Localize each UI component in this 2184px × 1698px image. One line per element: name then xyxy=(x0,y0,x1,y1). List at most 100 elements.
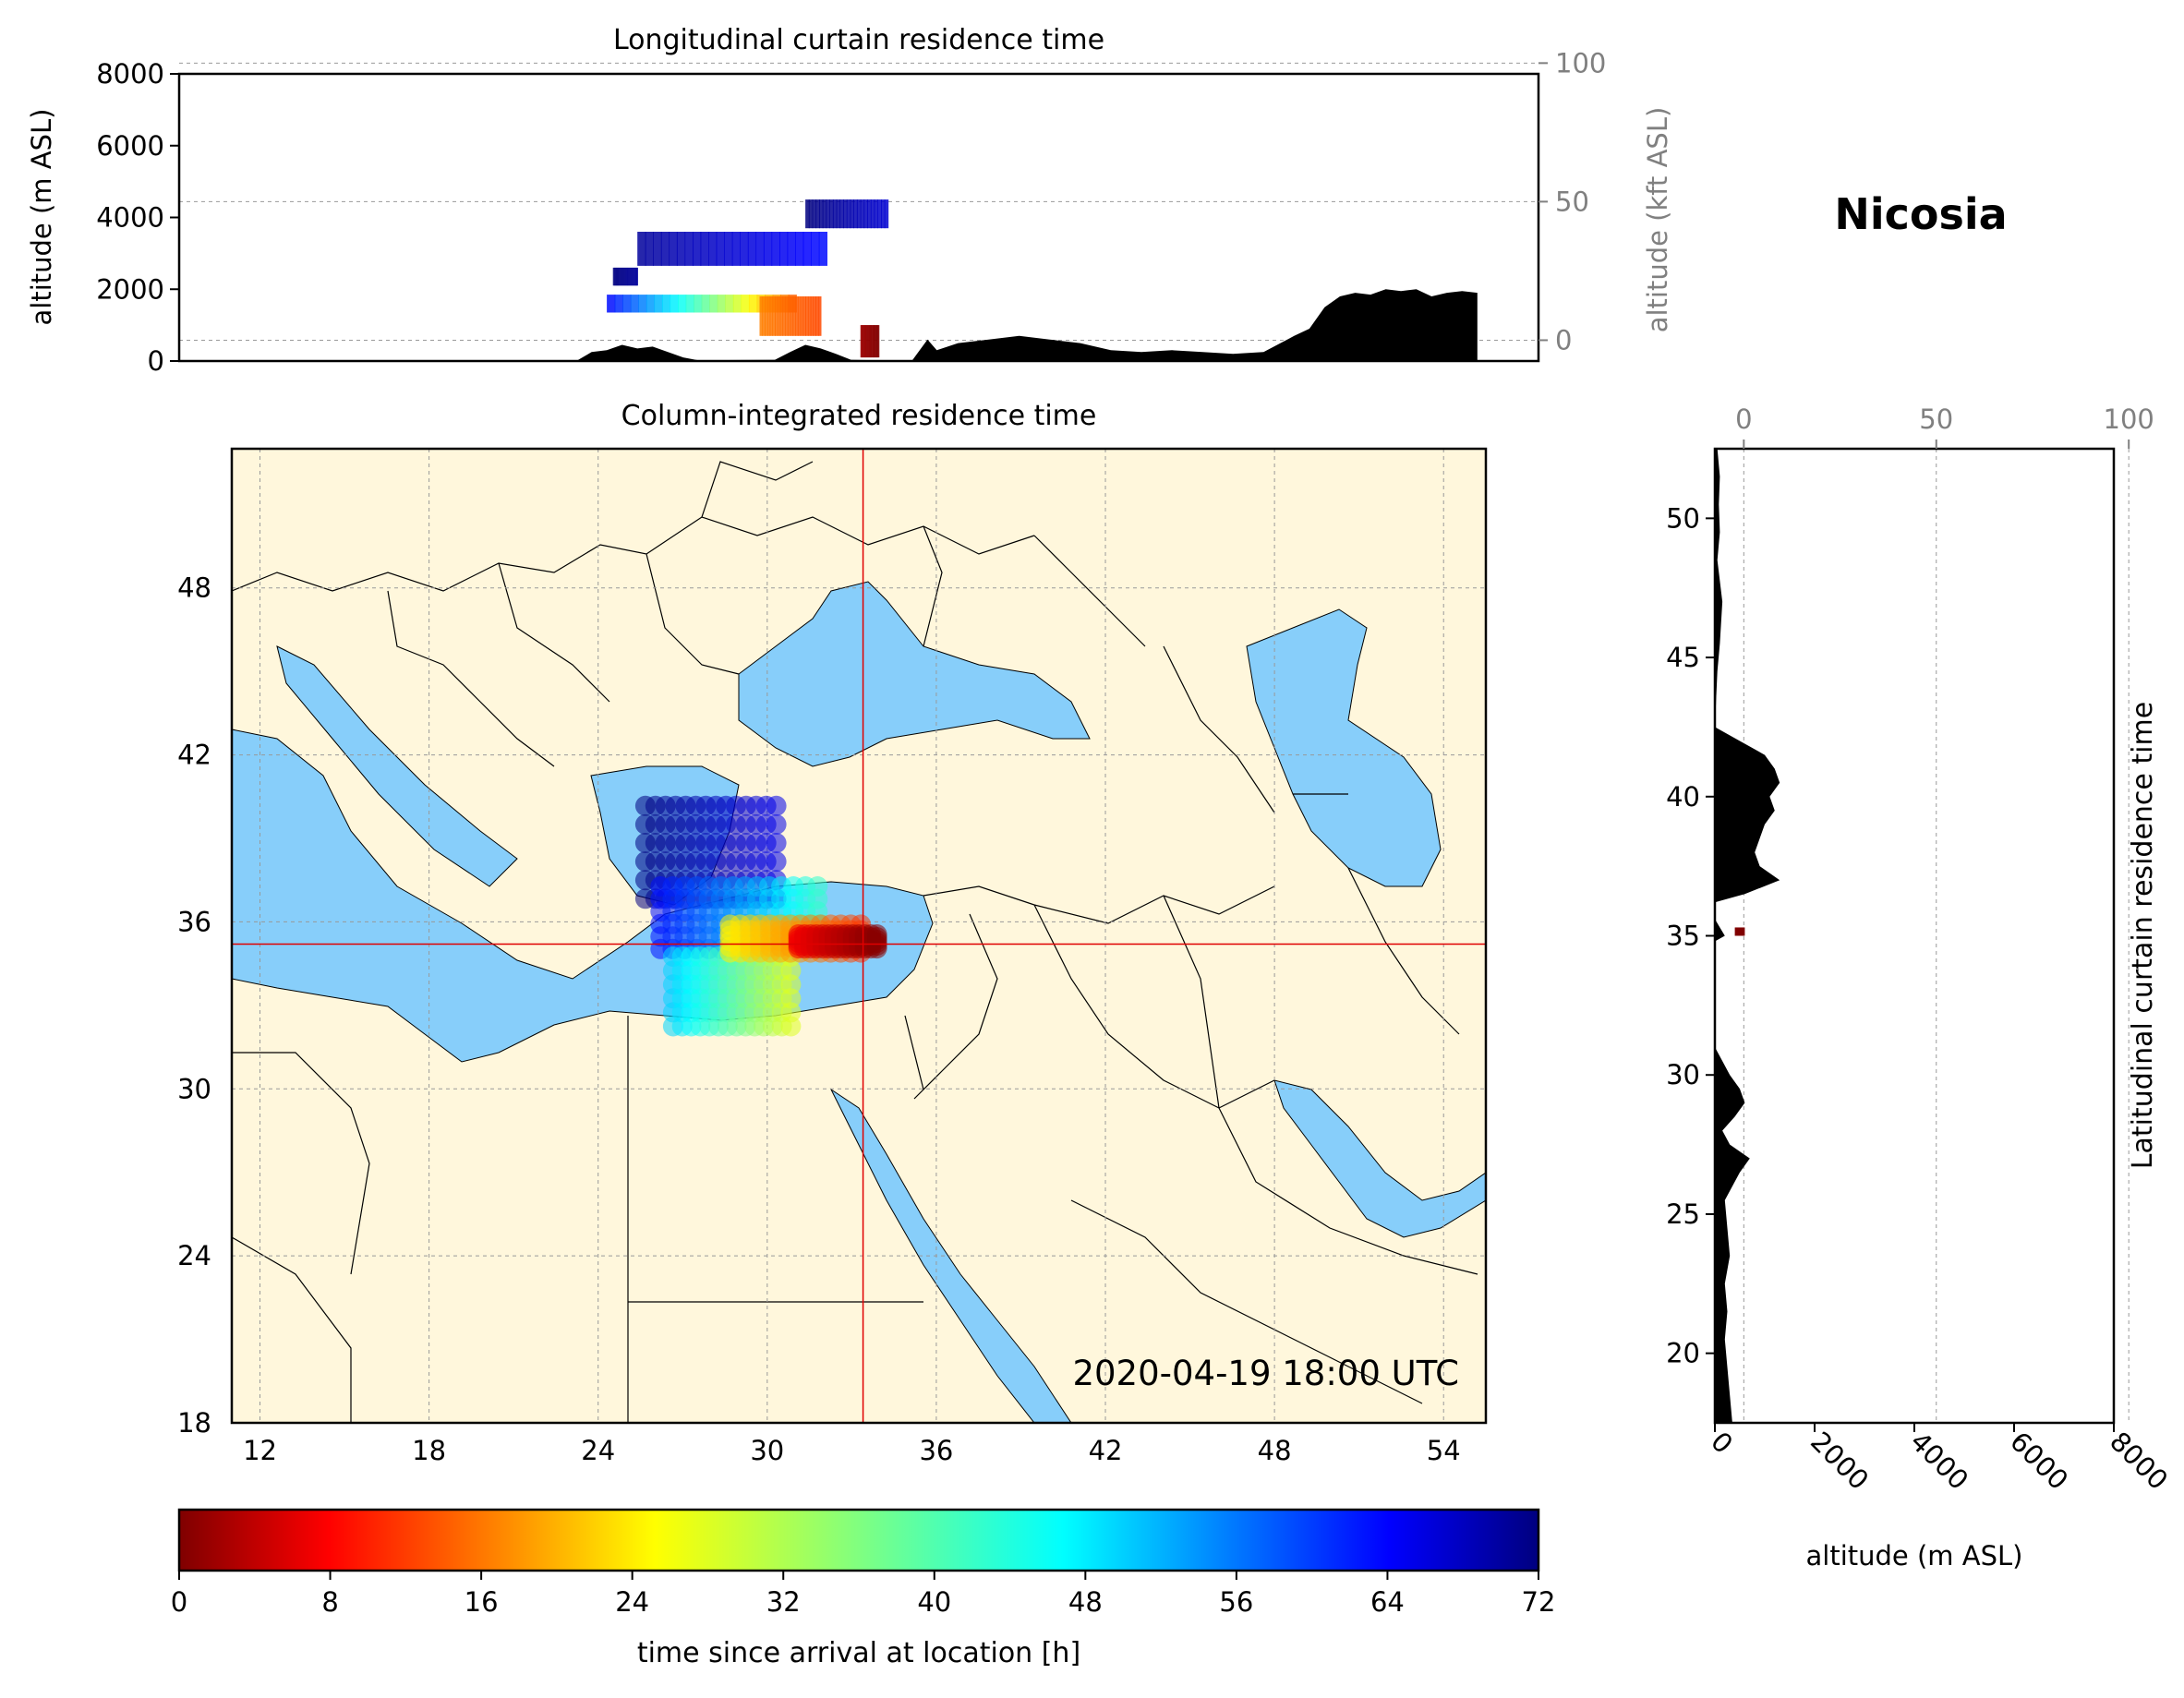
residence-cell xyxy=(660,232,670,266)
residence-cell xyxy=(817,296,822,336)
persian-gulf xyxy=(1273,1079,1486,1238)
residence-cell xyxy=(613,267,616,286)
residence-cell xyxy=(645,232,654,266)
residence-cell xyxy=(877,199,882,229)
terrain-profile xyxy=(1715,449,1780,1423)
map-xtick-label: 12 xyxy=(243,1435,277,1466)
secondary-xtick-label: 100 xyxy=(2104,403,2154,435)
map-xtick-label: 18 xyxy=(412,1435,446,1466)
map-xticks: 12 18 24 30 36 42 48 54 xyxy=(243,1435,1461,1466)
residence-cell xyxy=(731,232,741,266)
residence-cell xyxy=(884,199,889,229)
residence-cell xyxy=(839,199,844,229)
residence-cell xyxy=(630,295,639,313)
longitudinal-secondary-yticks: 0 50 100 xyxy=(1538,47,1606,355)
residence-cell xyxy=(617,267,619,286)
residence-cell xyxy=(633,267,635,286)
residence-cell xyxy=(871,325,873,358)
map-xtick-label: 54 xyxy=(1427,1435,1461,1466)
residence-plume xyxy=(634,795,887,1037)
plume-cell xyxy=(766,833,787,853)
residence-cell xyxy=(869,325,872,358)
residence-cell xyxy=(627,267,630,286)
residence-cell xyxy=(864,325,867,358)
residence-cell xyxy=(795,296,799,336)
ytick-label: 6000 xyxy=(96,130,164,162)
longitudinal-residence xyxy=(607,199,889,358)
residence-cell xyxy=(624,267,627,286)
residence-cell xyxy=(708,232,718,266)
latitudinal-xlabel: altitude (m ASL) xyxy=(1806,1540,2023,1572)
residence-cell xyxy=(620,267,622,286)
residence-cell xyxy=(771,232,780,266)
residence-cell xyxy=(638,295,647,313)
residence-cell xyxy=(630,267,633,286)
ytick-label: 8000 xyxy=(96,58,164,90)
longitudinal-secondary-ylabel: altitude (kft ASL) xyxy=(1642,107,1673,333)
residence-cell xyxy=(685,295,694,313)
residence-cell xyxy=(872,325,874,358)
map-ytick-label: 18 xyxy=(177,1407,211,1439)
residence-cell xyxy=(741,295,750,313)
residence-cell xyxy=(621,267,623,286)
residence-cell xyxy=(836,199,841,229)
map-ytick-label: 24 xyxy=(177,1240,211,1271)
residence-cell xyxy=(717,295,726,313)
residence-cell xyxy=(762,296,766,336)
xtick-label: 6000 xyxy=(2004,1426,2074,1496)
residence-cell xyxy=(777,296,781,336)
residence-cell xyxy=(772,296,776,336)
residence-cell xyxy=(876,325,879,358)
residence-cell xyxy=(877,325,880,358)
residence-cell xyxy=(785,296,789,336)
latitudinal-grid xyxy=(1743,449,2130,1423)
longitudinal-title: Longitudinal curtain residence time xyxy=(613,24,1104,56)
colorbar-tick-label: 32 xyxy=(766,1586,801,1618)
map-xtick-label: 30 xyxy=(750,1435,784,1466)
residence-cell xyxy=(846,199,851,229)
terrain-profile xyxy=(179,289,1478,361)
residence-cell xyxy=(800,296,804,336)
secondary-xtick-label: 50 xyxy=(1919,403,1953,435)
xtick-label: 8000 xyxy=(2104,1426,2174,1496)
residence-cell xyxy=(676,232,686,266)
residence-cell xyxy=(843,199,848,229)
residence-cell xyxy=(802,296,806,336)
ytick-label: 40 xyxy=(1666,781,1700,813)
residence-cell xyxy=(755,232,765,266)
plume-cell xyxy=(766,795,787,816)
latitudinal-yticks: 20 25 30 35 40 45 50 xyxy=(1666,502,1715,1369)
residence-cell xyxy=(724,232,733,266)
residence-cell xyxy=(815,296,819,336)
residence-cell xyxy=(747,232,757,266)
ytick-label: 45 xyxy=(1666,642,1700,673)
residence-cell xyxy=(654,295,663,313)
map: 2020-04-19 18:00 UTC xyxy=(232,449,1486,1423)
residence-cell xyxy=(740,232,749,266)
residence-cell xyxy=(812,199,817,229)
residence-cell xyxy=(819,199,824,229)
residence-cell xyxy=(805,199,810,229)
map-yticks: 18 24 30 36 42 48 xyxy=(177,572,211,1439)
colorbar-ticks: 0 8 16 24 32 40 48 56 64 72 xyxy=(171,1571,1555,1618)
residence-cell xyxy=(802,232,812,266)
colorbar-tick-label: 0 xyxy=(171,1586,187,1618)
ytick-label: 4000 xyxy=(96,202,164,234)
map-ytick-label: 36 xyxy=(177,906,211,937)
residence-cell xyxy=(614,295,623,313)
red-sea xyxy=(829,1088,1072,1423)
residence-cell xyxy=(813,296,816,336)
residence-cell xyxy=(881,199,886,229)
latitudinal-secondary-xticks: 0 50 100 xyxy=(1735,403,2154,449)
ytick-label: 0 xyxy=(148,345,164,377)
residence-cell xyxy=(792,296,796,336)
longitudinal-ylabel: altitude (m ASL) xyxy=(26,109,57,326)
residence-cell xyxy=(822,199,827,229)
latitudinal-title: Latitudinal curtain residence time xyxy=(2127,702,2159,1169)
residence-cell xyxy=(829,199,834,229)
residence-cell xyxy=(732,295,742,313)
colorbar-tick-label: 24 xyxy=(615,1586,649,1618)
residence-cell xyxy=(701,295,710,313)
